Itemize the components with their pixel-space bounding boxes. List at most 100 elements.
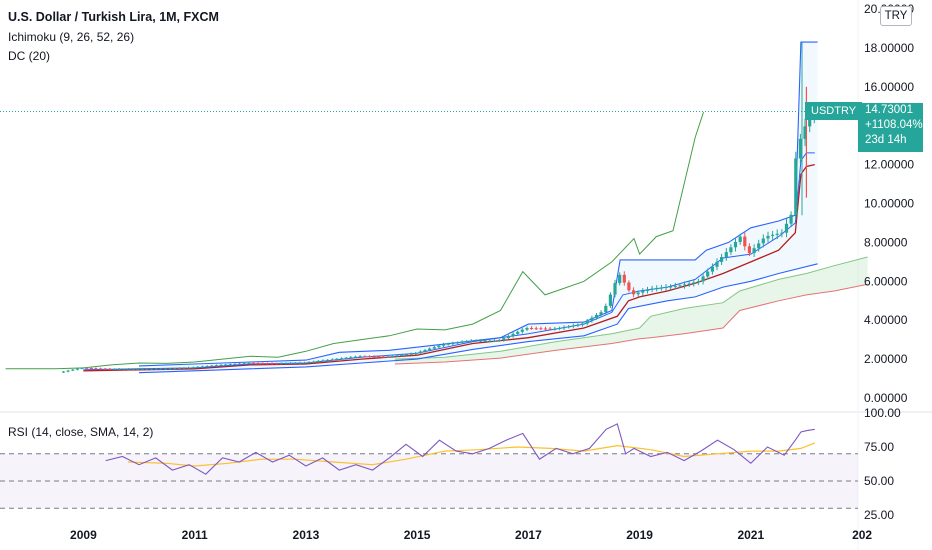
price-axis-tick-label: 10.00000 (864, 197, 914, 211)
donchian-upper-line (138, 41, 818, 367)
donchian-lower-line (138, 263, 818, 374)
candle-body (85, 367, 89, 369)
candle-body (733, 242, 738, 248)
candle-body (655, 288, 659, 290)
candle-body (395, 355, 399, 357)
candle-body (312, 361, 316, 363)
ichimoku-legend[interactable]: Ichimoku (9, 26, 52, 26) (8, 30, 135, 44)
chikou-span-line (5, 111, 704, 370)
price-axis-tick-label: 8.00000 (864, 235, 908, 249)
candle-body (335, 358, 339, 360)
candle-body (641, 291, 645, 293)
candle-body (358, 356, 362, 358)
time-axis-tick-label: 2021 (737, 528, 764, 542)
candle-body (381, 356, 385, 358)
candle-body (669, 286, 673, 288)
candle-body (400, 354, 404, 356)
candle-body (145, 368, 149, 370)
candle-body (761, 238, 765, 244)
candle-body (585, 320, 589, 324)
candle-body (664, 287, 668, 288)
candle-body (516, 331, 520, 334)
candle-body (238, 363, 242, 365)
candle-body (66, 370, 70, 372)
candle-body (159, 368, 163, 370)
candle-body (808, 115, 812, 127)
candle-body (543, 328, 548, 330)
candle-body (525, 328, 529, 330)
candle-body (140, 368, 144, 370)
candle-body (289, 363, 293, 364)
candle-body (650, 288, 654, 290)
candle-body (219, 364, 223, 366)
candle-body (497, 340, 501, 342)
candle-body (701, 276, 705, 282)
candle-body (757, 243, 761, 249)
candle-body (275, 363, 279, 365)
rsi-axis-tick-label: 75.00 (864, 440, 894, 454)
candle-body (706, 271, 710, 277)
candle-body (766, 235, 770, 239)
candle-body (108, 368, 112, 370)
candle-body (492, 340, 497, 342)
candle-body (636, 292, 640, 295)
candle-body (428, 348, 432, 351)
candle-body (163, 368, 168, 370)
candle-body (673, 285, 677, 287)
candle-body (99, 368, 103, 370)
candle-body (182, 367, 186, 369)
candle-body (251, 363, 256, 364)
time-axis-tick-label: 202 (852, 528, 872, 542)
candle-body (261, 363, 265, 365)
candle-body (682, 284, 687, 286)
candle-body (404, 354, 409, 356)
price-axis-tick-label: 0.00000 (864, 391, 908, 405)
candle-body (265, 363, 269, 365)
candle-body (423, 350, 427, 352)
senkou-span-a-line (394, 256, 868, 360)
candle-body (224, 364, 228, 366)
candle-body (247, 363, 251, 364)
candle-body (187, 367, 191, 369)
candle-body (488, 340, 492, 342)
candle-body (627, 282, 631, 291)
candle-body (154, 368, 158, 370)
candle-body (696, 281, 700, 283)
candle-body (455, 342, 459, 344)
candle-body (590, 317, 594, 321)
candle-body (191, 367, 195, 369)
candle-body (474, 340, 478, 342)
candle-body (622, 274, 626, 283)
candle-body (613, 283, 617, 295)
candle-body (553, 328, 557, 330)
candle-body (321, 360, 325, 362)
candle-body (581, 323, 585, 325)
candle-body (780, 232, 784, 234)
candle-body (168, 368, 172, 370)
candle-body (803, 126, 807, 139)
time-axis-tick-label: 2015 (404, 528, 431, 542)
candle-body (353, 356, 358, 358)
candle-body (632, 290, 636, 295)
donchian-legend[interactable]: DC (20) (8, 49, 51, 63)
candle-body (460, 341, 464, 343)
candle-body (599, 312, 603, 315)
candle-body (391, 356, 395, 358)
candle-body (340, 358, 344, 360)
candle-body (771, 234, 775, 236)
rsi-legend[interactable]: RSI (14, close, SMA, 14, 2) (8, 425, 154, 439)
candle-body (61, 371, 66, 373)
candle-body (210, 365, 214, 367)
candle-body (71, 369, 75, 371)
currency-button[interactable]: TRY (880, 6, 912, 26)
candle-body (437, 345, 441, 348)
candle-body (465, 341, 469, 343)
candle-body (645, 289, 650, 291)
candle-body (738, 236, 742, 242)
rsi-axis-tick-label: 25.00 (864, 508, 894, 522)
candle-body (196, 366, 200, 368)
candle-body (747, 246, 751, 254)
candle-body (710, 266, 714, 272)
candle-body (720, 257, 724, 262)
